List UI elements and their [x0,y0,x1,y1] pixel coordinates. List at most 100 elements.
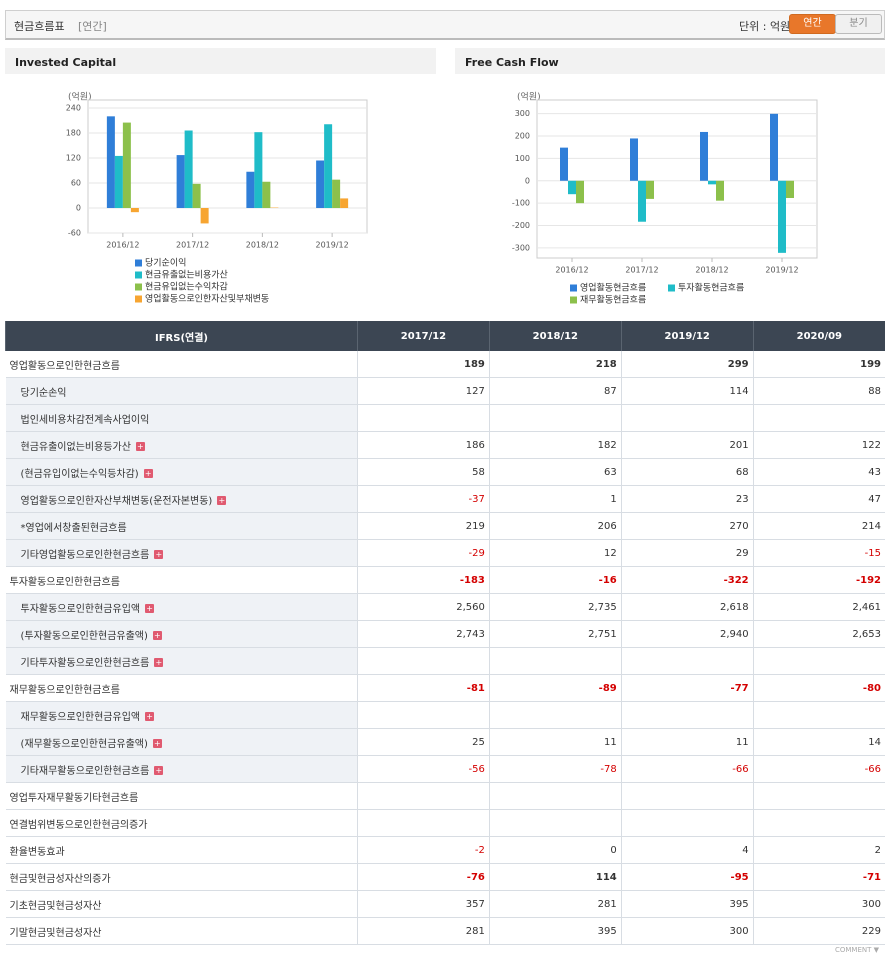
table-row: 투자활동으로인한현금유입액 +2,560 2,735 2,618 2,461 [5,593,885,621]
cell [620,701,754,729]
row-label: 영업투자재무활동기타현금흐름 [5,782,358,810]
column-header: IFRS(연결) [5,321,358,351]
cell: -81 [357,674,490,702]
cell-value: 2,751 [588,628,617,640]
column-header: 2018/12 [488,321,622,351]
row-label-text: 영업활동으로인한자산부채변동(운전자본변동) [20,495,213,507]
legend-label: 현금유입없는수익차감 [145,281,228,293]
chart-title: Invested Capital [15,56,116,69]
cell-value: -183 [459,574,485,586]
cell [488,404,622,432]
bar [246,171,255,208]
row-label: (현금유입이없는수익등차감) + [5,458,358,486]
cell-value: -15 [864,547,881,559]
expand-button[interactable]: + [152,631,162,640]
row-label: 법인세비용차감전계속사업이익 [5,404,358,432]
cell-value: -76 [466,871,485,883]
header-title: 현금흐름표 [14,20,65,33]
cell-value: 88 [868,385,881,397]
cell: 12 [488,539,622,567]
panel-header [5,48,436,74]
cell: 114 [488,863,622,891]
y-tick-label: -200 [512,221,530,230]
cell-value: 114 [595,871,617,883]
cell [488,809,622,837]
footer[interactable]: COMMENT ▼ [834,946,879,954]
expand-button[interactable]: + [154,766,164,775]
legend-label: 재무활동현금흐름 [580,294,646,306]
expand-button[interactable]: + [154,658,164,667]
cell-value: -81 [466,682,485,694]
expand-button[interactable]: + [143,469,153,478]
row-label: (재무활동으로인한현금유출액) + [5,728,358,756]
cell-value: 1 [610,493,617,505]
cell [752,647,885,675]
cell-value: 199 [860,358,881,370]
row-label-text: 재무활동으로인한현금흐름 [9,684,120,696]
cell [620,782,754,810]
cell-value: -66 [732,763,749,775]
row-label-text: 현금및현금성자산의증가 [9,873,111,885]
bar [638,180,646,222]
y-tick-label: 0 [525,176,530,185]
bar [130,208,139,213]
bar [568,180,576,195]
table-row: 현금및현금성자산의증가 -76 114 -95 -71 [5,863,885,891]
x-tick-label: 2017/12 [176,241,209,250]
cell: -16 [488,566,622,594]
cell-value: 114 [729,385,749,397]
charts: Invested Capital (억원) -60 0 60 120 180 240 2016/… [5,48,885,310]
cell [488,647,622,675]
row-label-text: 연결범위변동으로인한현금의증가 [9,819,148,831]
expand-button[interactable]: + [217,496,227,505]
row-label: (투자활동으로인한현금유출액) + [5,620,358,648]
row-label-text: 영업투자재무활동기타현금흐름 [9,792,139,804]
legend-swatch [135,283,142,291]
cell [488,701,622,729]
row-label: 투자활동으로인한현금흐름 [5,566,358,594]
cell: -77 [620,674,754,702]
row-label: 영업활동으로인한현금흐름 [5,351,358,378]
cell-value: 11 [604,736,617,748]
y-tick-label: 300 [515,109,530,118]
cell-value: 299 [727,358,749,370]
cell: 199 [752,351,885,378]
cell: -56 [357,755,490,783]
tab[interactable]: 분기 [835,14,882,34]
cell: -37 [357,485,490,513]
cell-value: 2,618 [719,601,749,613]
cell [620,809,754,837]
cell-value: 122 [861,439,881,451]
bar [560,147,568,181]
header: 현금흐름표 [연간] 단위 : 억원 연간 분기 [5,10,885,40]
cell: -76 [357,863,490,891]
column-header: 2017/12 [357,321,490,351]
row-label-text: (현금유입이없는수익등차감) [20,468,139,480]
cash-flow-table: IFRS(연결) 2017/12 2018/12 2019/12 2020/09 영업활… [5,321,885,945]
row-label: 환율변동효과 [5,836,358,864]
legend-label: 현금유출없는비용가산 [145,270,228,281]
y-tick-label: -300 [512,243,530,252]
cell: -71 [752,863,885,891]
cell [752,701,885,729]
row-label: 기초현금및현금성자산 [5,890,358,918]
bar [340,198,349,208]
cell: -78 [488,755,622,783]
expand-button[interactable]: + [145,712,155,721]
cell: 47 [752,485,885,513]
cell: 63 [488,458,622,486]
y-axis-label: (억원) [68,91,92,103]
cell: 127 [357,377,490,405]
cell-value: 12 [604,547,617,559]
cell: 186 [357,431,490,459]
expand-button[interactable]: + [135,442,145,451]
cell: 229 [752,917,885,945]
x-tick-label: 2018/12 [695,266,728,275]
cell [752,404,885,432]
cell-value: 189 [464,358,485,370]
expand-button[interactable]: + [145,604,155,613]
tab[interactable]: 연간 [789,14,836,34]
expand-button[interactable]: + [154,550,164,559]
bar [576,180,584,204]
expand-button[interactable]: + [152,739,162,748]
